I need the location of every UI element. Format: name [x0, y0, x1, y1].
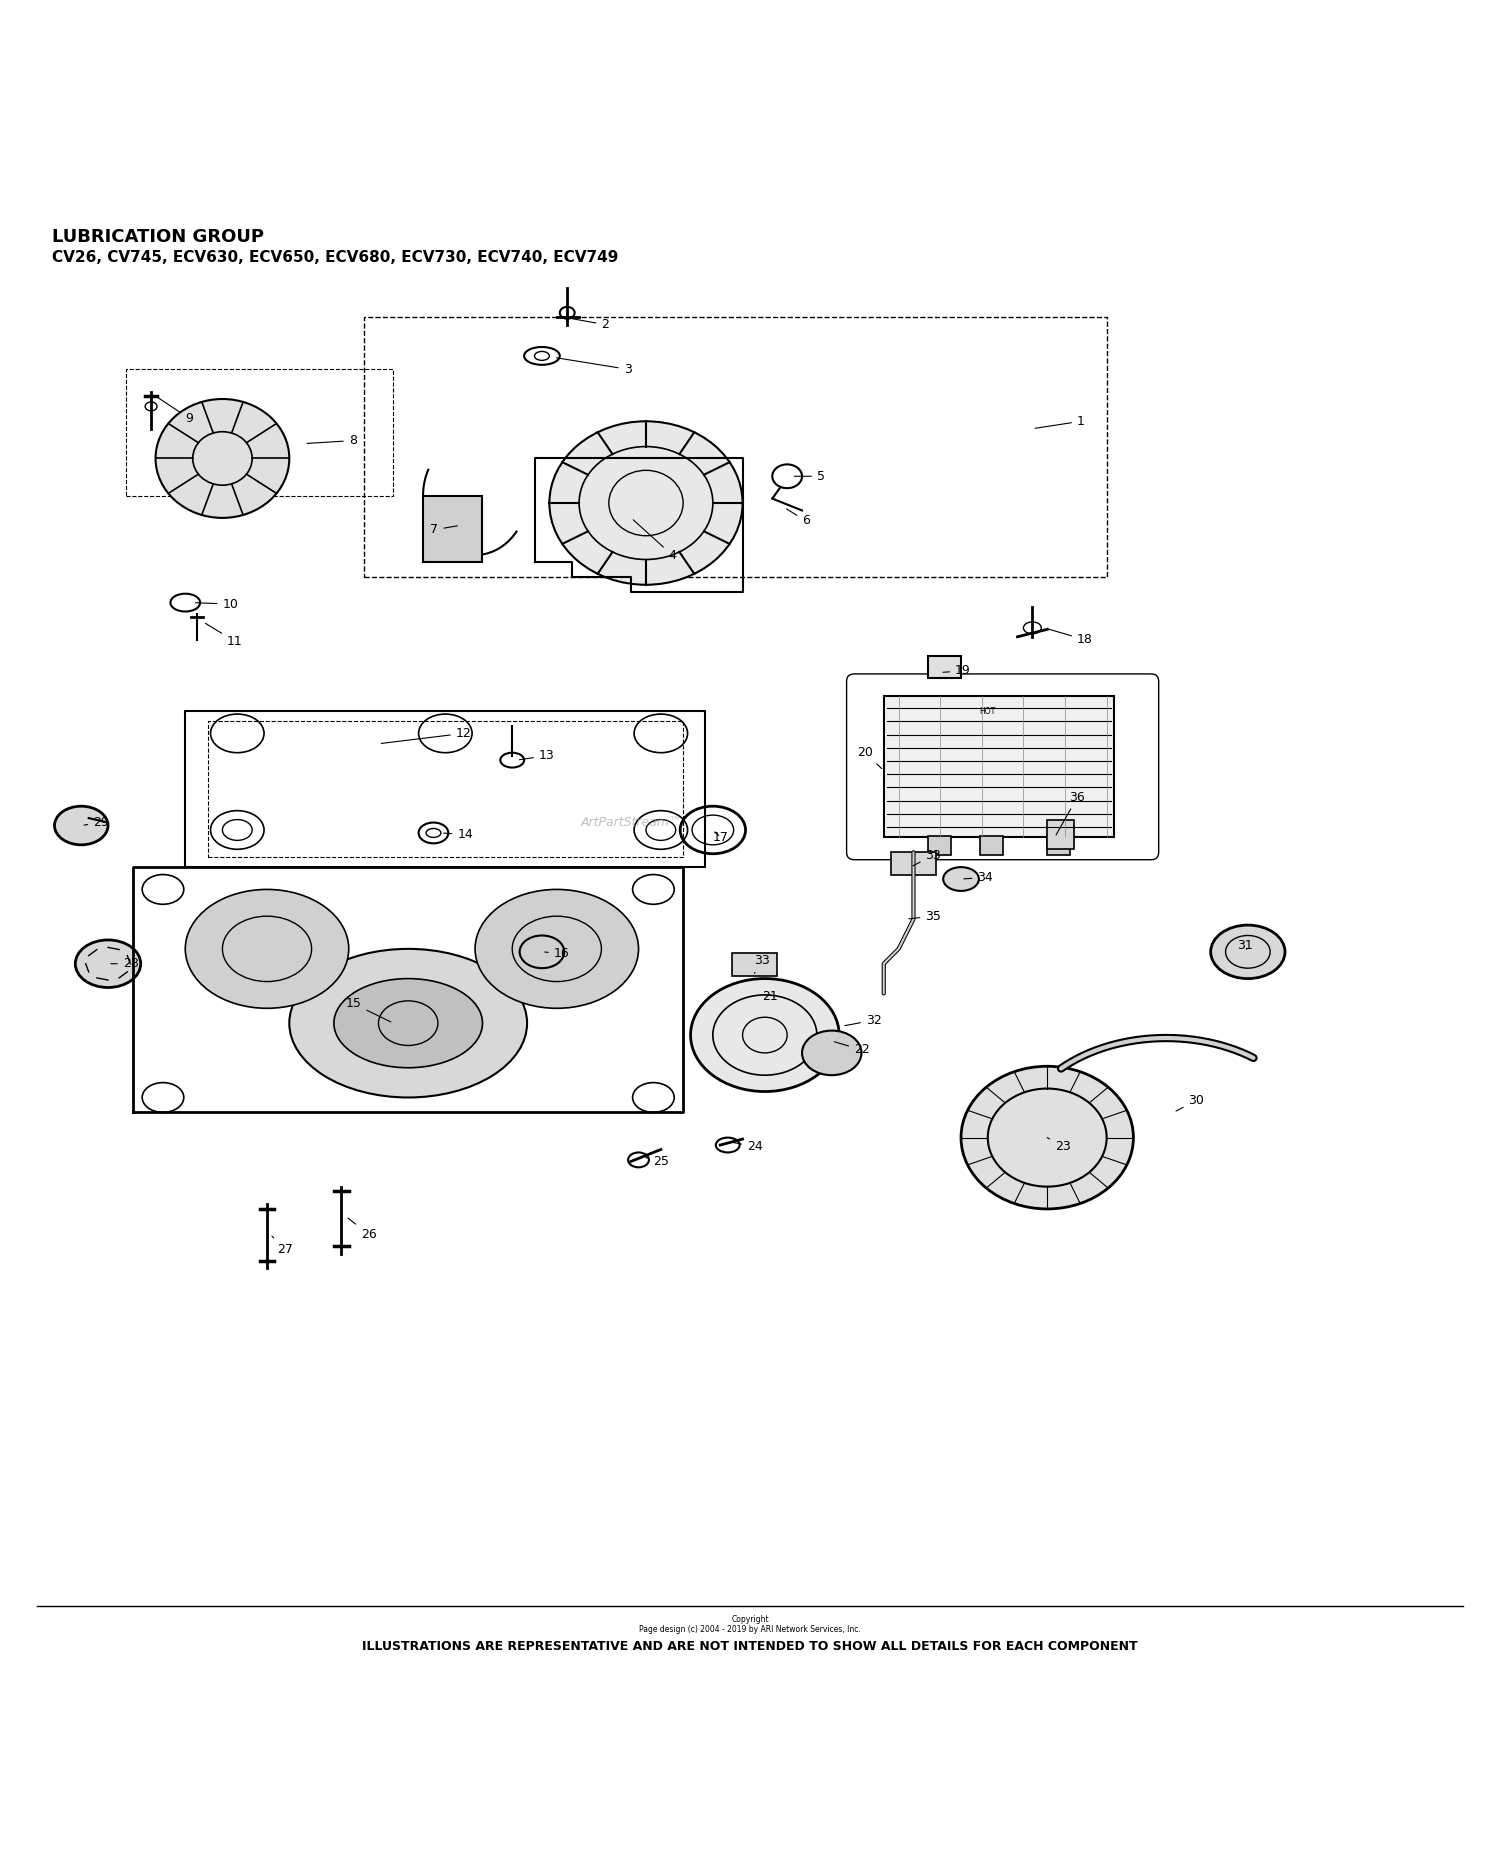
Text: 27: 27: [272, 1237, 294, 1255]
Text: 23: 23: [1047, 1138, 1071, 1153]
Ellipse shape: [334, 979, 483, 1068]
Text: Copyright
Page design (c) 2004 - 2019 by ARI Network Services, Inc.: Copyright Page design (c) 2004 - 2019 by…: [639, 1614, 861, 1634]
Ellipse shape: [962, 1067, 1134, 1209]
Text: 15: 15: [346, 998, 392, 1022]
Text: 18: 18: [1047, 630, 1094, 646]
Text: HOT: HOT: [980, 706, 996, 715]
Text: CV26, CV745, ECV630, ECV650, ECV680, ECV730, ECV740, ECV749: CV26, CV745, ECV630, ECV650, ECV680, ECV…: [51, 250, 618, 265]
Ellipse shape: [802, 1031, 861, 1076]
Text: 32: 32: [844, 1014, 882, 1027]
Text: 20: 20: [856, 745, 882, 768]
Bar: [928, 656, 962, 678]
Text: 33: 33: [914, 848, 940, 867]
Bar: [732, 953, 777, 975]
Text: LUBRICATION GROUP: LUBRICATION GROUP: [51, 228, 264, 247]
Ellipse shape: [290, 949, 526, 1098]
Text: 19: 19: [944, 665, 970, 678]
Text: 8: 8: [308, 433, 357, 446]
Text: 6: 6: [786, 508, 810, 527]
Bar: [1047, 835, 1070, 856]
Bar: [1047, 820, 1074, 850]
Text: 22: 22: [834, 1042, 870, 1057]
Text: 1: 1: [1035, 415, 1084, 428]
Text: 30: 30: [1176, 1095, 1204, 1111]
Text: 35: 35: [909, 910, 940, 923]
Ellipse shape: [54, 807, 108, 844]
Text: 17: 17: [712, 831, 729, 844]
Text: 33: 33: [754, 955, 770, 973]
Ellipse shape: [186, 889, 348, 1009]
Text: 25: 25: [645, 1154, 669, 1168]
Bar: [981, 835, 1002, 856]
Text: 28: 28: [111, 956, 138, 969]
Ellipse shape: [156, 400, 290, 517]
Text: ILLUSTRATIONS ARE REPRESENTATIVE AND ARE NOT INTENDED TO SHOW ALL DETAILS FOR EA: ILLUSTRATIONS ARE REPRESENTATIVE AND ARE…: [362, 1640, 1138, 1653]
Text: 11: 11: [206, 624, 243, 648]
Bar: [928, 835, 951, 856]
Text: 10: 10: [195, 598, 238, 611]
Ellipse shape: [476, 889, 639, 1009]
Text: 36: 36: [1056, 790, 1086, 835]
Text: 21: 21: [762, 990, 777, 1003]
Text: 31: 31: [1238, 940, 1252, 953]
Ellipse shape: [944, 867, 980, 891]
Ellipse shape: [1210, 925, 1286, 979]
Text: 29: 29: [84, 816, 110, 829]
Text: 2: 2: [567, 318, 609, 331]
Bar: [884, 697, 1114, 837]
Text: 13: 13: [519, 749, 555, 762]
Text: 16: 16: [544, 947, 570, 960]
Text: ArtPartStream™: ArtPartStream™: [580, 816, 682, 829]
Text: 3: 3: [556, 359, 632, 375]
Bar: [126, 370, 393, 495]
Text: 12: 12: [381, 727, 471, 743]
Bar: [363, 318, 1107, 577]
Text: 9: 9: [158, 398, 194, 424]
Ellipse shape: [549, 422, 742, 585]
Bar: [423, 495, 483, 562]
Text: 4: 4: [633, 519, 676, 562]
Ellipse shape: [690, 979, 838, 1091]
Text: 24: 24: [734, 1139, 764, 1153]
Text: 26: 26: [348, 1218, 376, 1240]
Text: 14: 14: [444, 828, 472, 841]
Text: 34: 34: [964, 870, 993, 884]
Text: 7: 7: [430, 523, 457, 536]
Bar: [891, 852, 936, 874]
Ellipse shape: [75, 940, 141, 988]
Text: 5: 5: [795, 469, 825, 482]
